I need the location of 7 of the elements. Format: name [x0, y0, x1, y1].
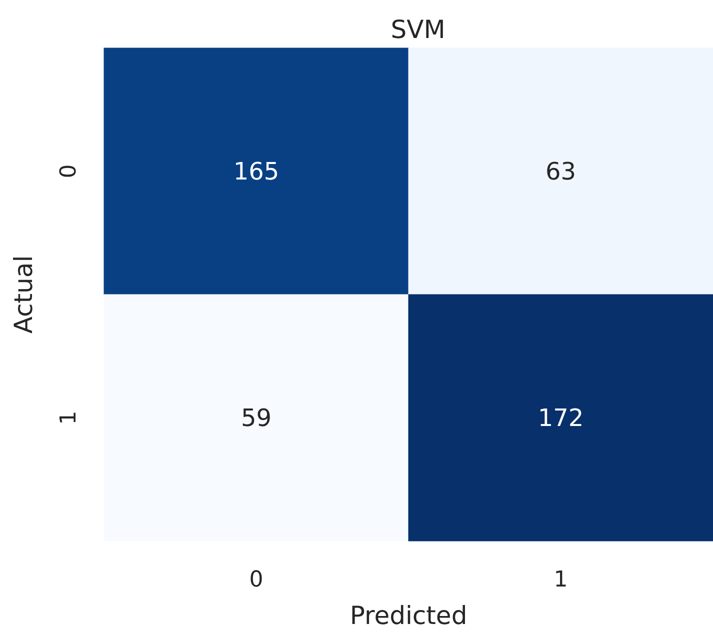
x-axis-title: Predicted [350, 601, 468, 630]
y-axis-title: Actual [9, 255, 38, 334]
data-label: 59 [240, 404, 272, 432]
data-label: 165 [233, 157, 280, 186]
chart-title: SVM [390, 15, 446, 44]
data-label: 172 [538, 404, 584, 432]
data-label: 63 [545, 157, 576, 186]
